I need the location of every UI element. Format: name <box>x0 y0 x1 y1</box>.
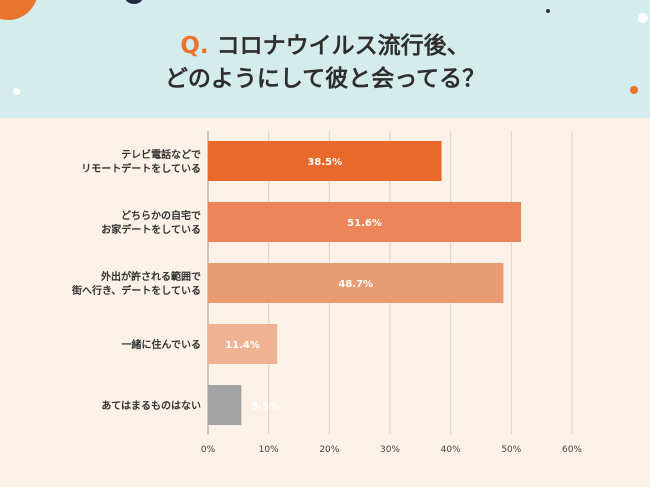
category-label: 街へ行き、デートをしている <box>71 284 201 297</box>
value-label: 5.5% <box>251 401 279 412</box>
x-tick-label: 60% <box>562 445 582 455</box>
decor-dot-dark <box>546 9 550 13</box>
decor-dot-orange <box>630 86 638 94</box>
category-label: どちらかの自宅で <box>121 209 201 222</box>
bar <box>208 324 278 364</box>
bar <box>208 263 504 303</box>
x-tick-label: 20% <box>319 445 339 455</box>
value-label: 11.4% <box>225 340 260 351</box>
x-tick-label: 50% <box>501 445 521 455</box>
x-tick-label: 0% <box>201 445 216 455</box>
chart-title: Q. コロナウイルス流行後、 どのようにして彼と会ってる？ <box>0 30 650 96</box>
value-label: 48.7% <box>338 279 373 290</box>
title-line-2: どのようにして彼と会ってる？ <box>164 66 486 92</box>
x-tick-label: 10% <box>259 445 279 455</box>
decor-circle-navy <box>125 0 143 4</box>
category-label: テレビ電話などで <box>121 148 201 161</box>
decor-dot-white-small <box>13 88 20 95</box>
bar <box>208 202 522 242</box>
category-label: お家デートをしている <box>101 223 201 236</box>
title-line-1: コロナウイルス流行後、 <box>216 33 470 59</box>
category-label: あてはまるものはない <box>101 399 201 412</box>
x-tick-label: 30% <box>380 445 400 455</box>
category-label: 一緒に住んでいる <box>122 338 202 351</box>
value-label: 51.6% <box>347 218 382 229</box>
bar <box>208 385 242 425</box>
value-label: 38.5% <box>307 157 342 168</box>
bar <box>208 141 442 181</box>
category-label: リモートデートをしている <box>81 162 201 175</box>
category-label: 外出が許される範囲で <box>100 270 201 283</box>
title-banner: Q. コロナウイルス流行後、 どのようにして彼と会ってる？ <box>0 0 650 118</box>
question-mark-label: Q. <box>180 33 209 59</box>
x-tick-label: 40% <box>441 445 461 455</box>
decor-dot-white <box>638 13 648 23</box>
